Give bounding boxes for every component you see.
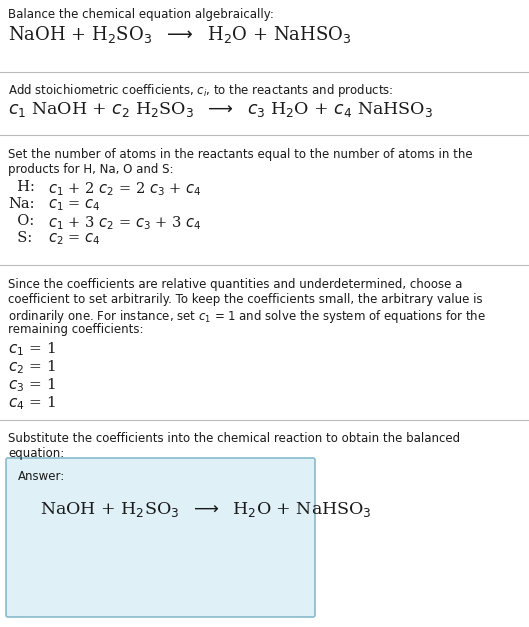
Text: $c_1$ + 2 $c_2$ = 2 $c_3$ + $c_4$: $c_1$ + 2 $c_2$ = 2 $c_3$ + $c_4$ — [48, 180, 202, 198]
Text: $c_1$ + 3 $c_2$ = $c_3$ + 3 $c_4$: $c_1$ + 3 $c_2$ = $c_3$ + 3 $c_4$ — [48, 214, 202, 232]
Text: remaining coefficients:: remaining coefficients: — [8, 323, 143, 336]
Text: $c_1$ NaOH + $c_2$ H$_2$SO$_3$  $\longrightarrow$  $c_3$ H$_2$O + $c_4$ NaHSO$_3: $c_1$ NaOH + $c_2$ H$_2$SO$_3$ $\longrig… — [8, 100, 433, 119]
Text: Answer:: Answer: — [18, 470, 65, 483]
Text: coefficient to set arbitrarily. To keep the coefficients small, the arbitrary va: coefficient to set arbitrarily. To keep … — [8, 293, 482, 306]
Text: NaOH + H$_2$SO$_3$  $\longrightarrow$  H$_2$O + NaHSO$_3$: NaOH + H$_2$SO$_3$ $\longrightarrow$ H$_… — [40, 500, 372, 519]
Text: H:: H: — [8, 180, 35, 194]
Text: Since the coefficients are relative quantities and underdetermined, choose a: Since the coefficients are relative quan… — [8, 278, 462, 291]
Text: $c_1$ = $c_4$: $c_1$ = $c_4$ — [48, 197, 101, 213]
Text: $c_2$ = $c_4$: $c_2$ = $c_4$ — [48, 231, 101, 246]
Text: $c_3$ = 1: $c_3$ = 1 — [8, 376, 56, 394]
Text: Na:: Na: — [8, 197, 34, 211]
Text: $c_1$ = 1: $c_1$ = 1 — [8, 340, 56, 357]
Text: NaOH + H$_2$SO$_3$  $\longrightarrow$  H$_2$O + NaHSO$_3$: NaOH + H$_2$SO$_3$ $\longrightarrow$ H$_… — [8, 24, 351, 45]
Text: O:: O: — [8, 214, 34, 228]
Text: products for H, Na, O and S:: products for H, Na, O and S: — [8, 163, 174, 176]
Text: Add stoichiometric coefficients, $c_i$, to the reactants and products:: Add stoichiometric coefficients, $c_i$, … — [8, 82, 394, 99]
Text: $c_4$ = 1: $c_4$ = 1 — [8, 394, 56, 412]
Text: Set the number of atoms in the reactants equal to the number of atoms in the: Set the number of atoms in the reactants… — [8, 148, 472, 161]
FancyBboxPatch shape — [6, 458, 315, 617]
Text: Substitute the coefficients into the chemical reaction to obtain the balanced: Substitute the coefficients into the che… — [8, 432, 460, 445]
Text: ordinarily one. For instance, set $c_1$ = 1 and solve the system of equations fo: ordinarily one. For instance, set $c_1$ … — [8, 308, 486, 325]
Text: Balance the chemical equation algebraically:: Balance the chemical equation algebraica… — [8, 8, 274, 21]
Text: S:: S: — [8, 231, 32, 245]
Text: $c_2$ = 1: $c_2$ = 1 — [8, 358, 56, 376]
Text: equation:: equation: — [8, 447, 64, 460]
